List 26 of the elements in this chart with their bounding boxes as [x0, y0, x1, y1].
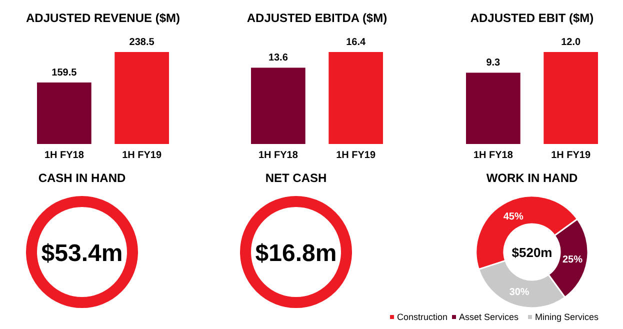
x-tick-label: 1H FY19 [551, 150, 591, 161]
data-label: 25% [562, 254, 583, 266]
chart-title: ADJUSTED EBITDA ($M) [246, 11, 388, 25]
legend-label: Construction [397, 312, 448, 322]
text: $53.4m [41, 240, 123, 267]
data-label: 9.3 [486, 58, 501, 69]
text: $16.8m [255, 240, 337, 267]
x-tick-label: 1H FY19 [122, 150, 162, 161]
text: $520m [512, 245, 552, 260]
data-label: 159.5 [52, 67, 78, 78]
x-tick-label: 1H FY18 [44, 150, 84, 161]
legend-label: Asset Services [459, 312, 520, 322]
text: CASH IN HAND [38, 171, 126, 185]
data-label: 12.0 [561, 37, 581, 48]
chart-title: WORK IN HAND [486, 171, 578, 185]
chart-title: ADJUSTED REVENUE ($M) [26, 11, 180, 25]
data-label: 45% [503, 211, 524, 222]
x-tick-label: 1H FY18 [473, 150, 514, 161]
data-label: 16.4 [346, 37, 366, 48]
legend-label: Mining Services [535, 312, 600, 322]
data-label: 238.5 [129, 37, 155, 48]
data-label: 13.6 [268, 52, 288, 64]
x-tick-label: 1H FY18 [258, 150, 298, 161]
text: NET CASH [265, 171, 327, 185]
chart-title: ADJUSTED EBIT ($M) [470, 11, 594, 25]
x-tick-label: 1H FY19 [336, 150, 376, 161]
